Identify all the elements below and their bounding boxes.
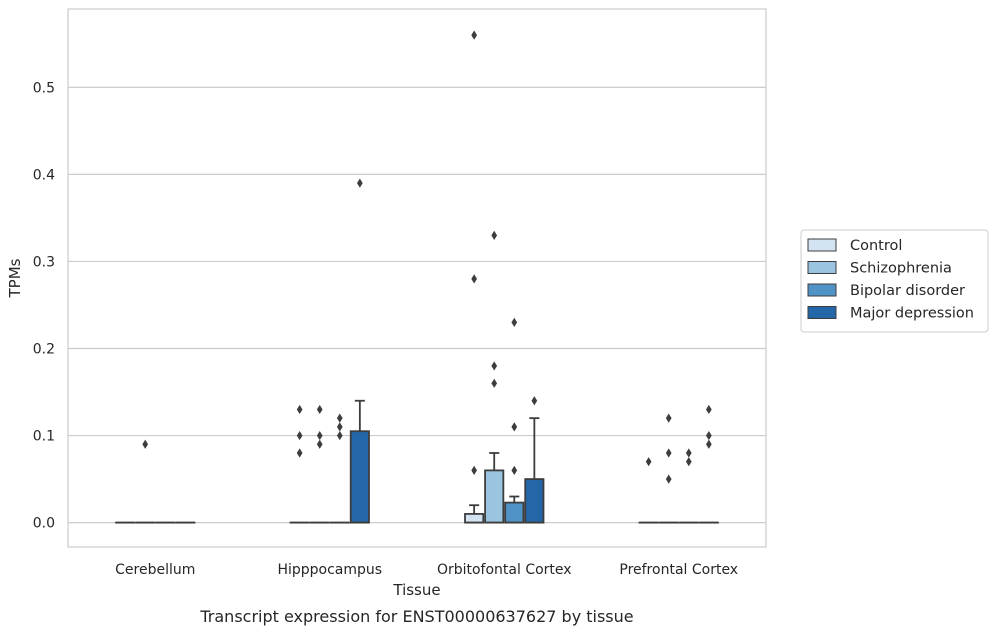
legend-label: Bipolar disorder: [850, 283, 965, 299]
legend-swatch: [808, 239, 836, 251]
chart-caption: Transcript expression for ENST0000063762…: [199, 607, 633, 626]
box-body: [485, 470, 503, 522]
y-tick-label: 0.1: [33, 429, 55, 445]
legend-label: Major depression: [850, 306, 974, 322]
x-tick-label: Prefrontal Cortex: [619, 562, 738, 578]
legend-label: Schizophrenia: [850, 261, 952, 277]
y-tick-label: 0.4: [33, 167, 55, 183]
box-body: [351, 431, 369, 522]
y-tick-label: 0.2: [33, 342, 55, 358]
box-body: [465, 514, 483, 523]
box-body: [525, 479, 543, 523]
y-tick-label: 0.0: [33, 516, 55, 532]
legend-swatch: [808, 262, 836, 274]
legend: Control Schizophrenia Bipolar disorder Majo…: [801, 230, 988, 332]
x-tick-label: Hipppocampus: [277, 562, 382, 578]
y-tick-label: 0.3: [33, 254, 55, 270]
box-body: [505, 503, 523, 523]
x-axis-label: Tissue: [392, 581, 440, 599]
legend-swatch: [808, 284, 836, 296]
x-tick-label: Cerebellum: [115, 562, 195, 578]
legend-label: Control: [850, 238, 902, 254]
y-tick-label: 0.5: [33, 80, 55, 96]
legend-swatch: [808, 307, 836, 319]
y-axis-label: TPMs: [6, 258, 24, 298]
x-tick-label: Orbitofontal Cortex: [437, 562, 572, 578]
